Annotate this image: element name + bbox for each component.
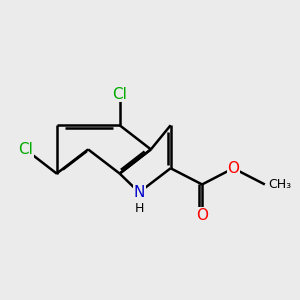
- Text: H: H: [134, 202, 144, 215]
- Text: O: O: [196, 208, 208, 223]
- Text: CH₃: CH₃: [268, 178, 291, 191]
- Text: Cl: Cl: [18, 142, 33, 157]
- Text: N: N: [134, 185, 145, 200]
- Text: O: O: [227, 161, 239, 176]
- Text: Cl: Cl: [112, 87, 127, 102]
